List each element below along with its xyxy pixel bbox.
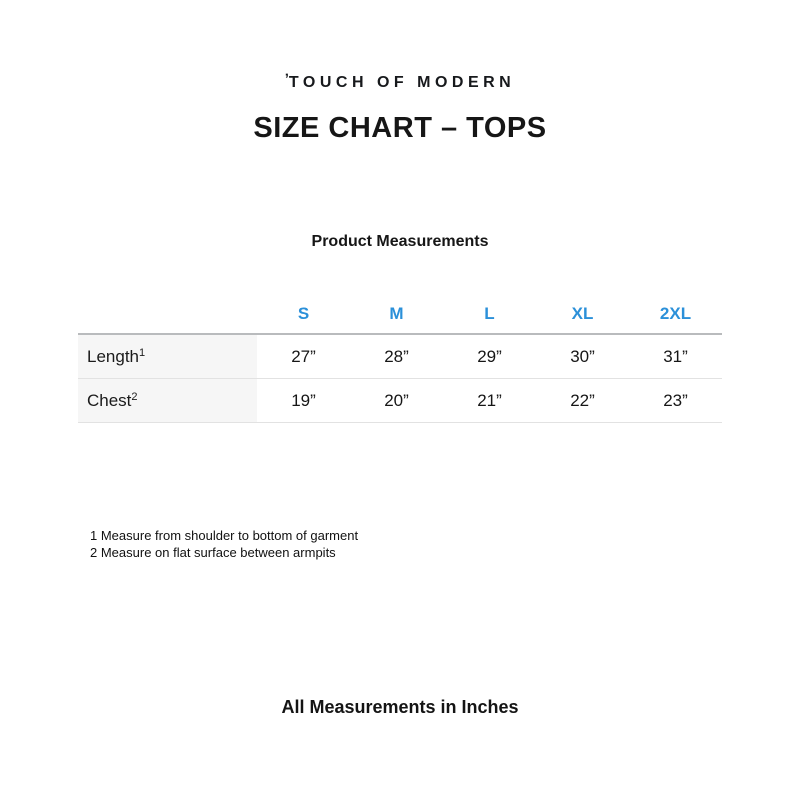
footnote-line-1: 1 Measure from shoulder to bottom of gar… <box>90 528 359 543</box>
size-header-2xl: 2XL <box>659 303 692 323</box>
section-subtitle: Product Measurements <box>311 233 489 250</box>
brand-logo-text: TOUCH OF MODERN <box>288 74 516 91</box>
length-value-2xl: 31” <box>663 346 688 366</box>
row-label-chest: Chest 2 <box>78 379 257 422</box>
chest-value-xl: 22” <box>570 390 595 410</box>
measurements-unit-note: All Measurements in Inches <box>281 697 519 717</box>
size-header-xl: XL <box>571 303 594 323</box>
size-table-body: Length 1 27” 28” 29” 30” 31” Chest 2 19” 2… <box>78 333 722 423</box>
size-header-m: M <box>389 303 404 323</box>
size-header-s: S <box>297 303 310 323</box>
brand-logo: ʼTOUCH OF MODERN <box>0 71 800 92</box>
row-label-length: Length 1 <box>78 335 257 378</box>
chest-value-m: 20” <box>384 390 409 410</box>
size-header-row: S M L XL 2XL <box>78 294 722 333</box>
row-label-text: Chest <box>87 390 132 410</box>
footnotes: 1 Measure from shoulder to bottom of gar… <box>90 528 358 561</box>
length-value-xl: 30” <box>570 346 595 366</box>
page-title: SIZE CHART – TOPS <box>253 112 547 144</box>
chest-value-2xl: 23” <box>663 390 688 410</box>
row-label-text: Length <box>87 346 139 366</box>
length-value-l: 29” <box>477 346 502 366</box>
chest-value-s: 19” <box>291 390 316 410</box>
size-header-l: L <box>484 303 495 323</box>
logo-tick-icon: ʼ <box>284 71 289 88</box>
length-value-m: 28” <box>384 346 409 366</box>
table-row-chest: Chest 2 19” 20” 21” 22” 23” <box>78 379 722 423</box>
footnote-line-2: 2 Measure on flat surface between armpit… <box>90 544 336 560</box>
length-value-s: 27” <box>291 346 316 366</box>
table-row-length: Length 1 27” 28” 29” 30” 31” <box>78 335 722 379</box>
size-chart-table: S M L XL 2XL Length 1 27” 28” 29” 30” 31”… <box>78 294 722 423</box>
chest-value-l: 21” <box>477 390 502 410</box>
